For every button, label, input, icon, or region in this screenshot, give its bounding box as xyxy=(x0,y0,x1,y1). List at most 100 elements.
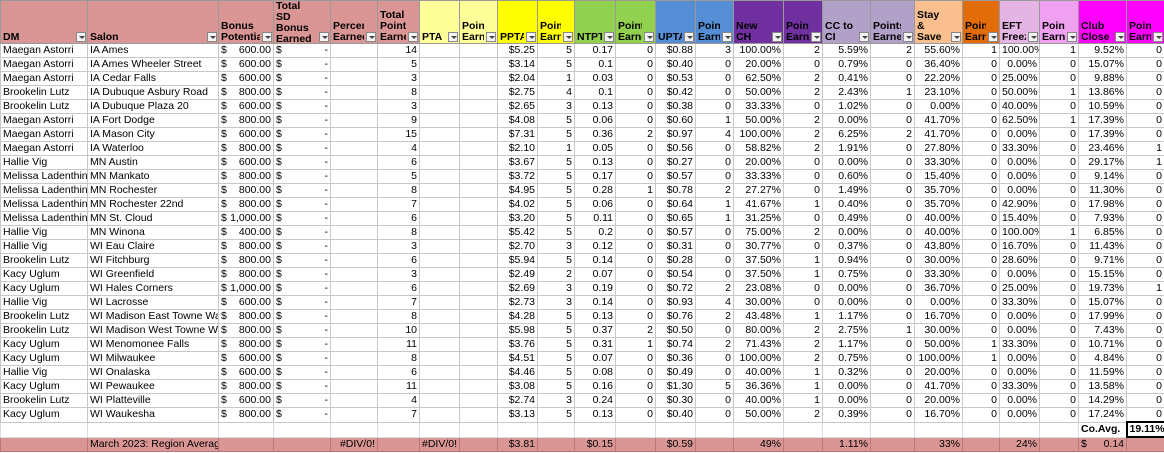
cell: $0.97 xyxy=(655,127,696,142)
cell: Maegan Astorri xyxy=(0,141,88,156)
cell: 5 xyxy=(695,379,734,394)
cell: $0.40 xyxy=(655,407,696,423)
cell: $3.76 xyxy=(497,337,538,352)
currency-cell: $800.00 xyxy=(221,199,271,211)
cell xyxy=(419,127,460,142)
column-header: EFT Freeze xyxy=(999,0,1040,44)
cell: $400.00 xyxy=(218,225,274,240)
cell: 1.11% xyxy=(822,436,871,452)
filter-button[interactable] xyxy=(76,32,86,42)
cell: Kacy Uglum xyxy=(0,351,88,366)
cell: 30.77% xyxy=(733,239,784,254)
data-row: Brookelin Lutz IA Dubuque Asbury Road $800… xyxy=(0,85,1164,100)
cell: 4.84% xyxy=(1078,351,1127,366)
filter-button[interactable] xyxy=(1115,32,1125,42)
header-text: Points Earned xyxy=(462,21,484,43)
column-header: Points Earned xyxy=(1039,0,1079,44)
data-row: Kacy Uglum WI Hales Corners $1,000.00 $ -6 $2… xyxy=(0,281,1164,296)
filter-button[interactable] xyxy=(772,32,782,42)
filter-button[interactable] xyxy=(859,32,869,42)
cell: 8 xyxy=(377,183,420,198)
cell xyxy=(330,211,378,226)
cell: 55.60% xyxy=(914,43,963,58)
filter-button[interactable] xyxy=(951,32,961,42)
currency-cell: $800.00 xyxy=(221,338,271,351)
header-text: Points Earned xyxy=(1129,21,1151,43)
cell-text: - xyxy=(324,156,329,169)
filter-button[interactable] xyxy=(988,32,998,42)
currency-cell: $800.00 xyxy=(221,87,271,99)
filter-button[interactable] xyxy=(811,32,821,42)
cell: WI Greenfield xyxy=(87,267,219,282)
filter-button[interactable] xyxy=(262,32,272,42)
cell: 0 xyxy=(1039,141,1079,156)
cell xyxy=(330,393,378,408)
cell-text: $ xyxy=(221,100,227,113)
filter-button[interactable] xyxy=(526,32,536,42)
filter-button[interactable] xyxy=(207,32,217,42)
cell: 0 xyxy=(962,197,1000,212)
cell-text: $ xyxy=(276,366,282,379)
cell-text: - xyxy=(324,86,329,99)
cell: 0 xyxy=(615,309,656,324)
header-text: PPTA xyxy=(500,32,524,43)
cell: 1 xyxy=(615,183,656,198)
cell-text: 800.00 xyxy=(238,310,271,323)
cell-text: $ xyxy=(221,394,227,407)
filter-button[interactable] xyxy=(563,32,573,42)
data-row: Melissa Ladenthin MN Mankato $800.00 $ -5 $3.… xyxy=(0,169,1164,184)
cell: $4.08 xyxy=(497,113,538,128)
cell-text: $ xyxy=(276,254,282,267)
cell: $800.00 xyxy=(218,239,274,254)
cell: 49% xyxy=(733,436,784,452)
cell: $600.00 xyxy=(218,127,274,142)
cell xyxy=(419,337,460,352)
cell xyxy=(459,436,498,452)
cell: 0 xyxy=(870,169,915,184)
cell: 58.82% xyxy=(733,141,784,156)
currency-cell: $600.00 xyxy=(221,73,271,85)
filter-button[interactable] xyxy=(1067,32,1077,42)
cell: MN Rochester 22nd xyxy=(87,197,219,212)
filter-button[interactable] xyxy=(1153,32,1163,42)
cell: 0 xyxy=(695,253,734,268)
cell: 30.00% xyxy=(914,323,963,338)
filter-button[interactable] xyxy=(903,32,913,42)
filter-button[interactable] xyxy=(366,32,376,42)
cell xyxy=(459,421,498,438)
cell-text: 800.00 xyxy=(238,142,271,155)
cell xyxy=(999,421,1040,438)
cell: 0 xyxy=(1039,211,1079,226)
cell: 9.52% xyxy=(1078,43,1127,58)
cell: 11 xyxy=(377,379,420,394)
filter-button[interactable] xyxy=(604,32,614,42)
cell-text: - xyxy=(324,380,329,393)
filter-button[interactable] xyxy=(644,32,654,42)
cell: 2 xyxy=(695,281,734,296)
cell: 0 xyxy=(1039,71,1079,86)
cell: $800.00 xyxy=(218,197,274,212)
filter-button[interactable] xyxy=(319,32,329,42)
column-header: Points Earned xyxy=(537,0,575,44)
cell: $0.53 xyxy=(655,71,696,86)
cell-text: - xyxy=(324,142,329,155)
cell-text: 600.00 xyxy=(238,156,271,169)
cell: 0 xyxy=(783,99,823,114)
cell-text: 800.00 xyxy=(238,338,271,351)
cell: 0 xyxy=(870,113,915,128)
filter-button[interactable] xyxy=(448,32,458,42)
currency-cell: $1,000.00 xyxy=(221,283,271,295)
cell: 10.59% xyxy=(1078,99,1127,114)
filter-button[interactable] xyxy=(486,32,496,42)
column-header: Points Earned xyxy=(459,0,498,44)
cell: 0 xyxy=(615,85,656,100)
cell: 0.13 xyxy=(574,155,616,170)
cell: 0.00% xyxy=(999,407,1040,423)
cell: 40.00% xyxy=(733,393,784,408)
filter-button[interactable] xyxy=(408,32,418,42)
filter-button[interactable] xyxy=(684,32,694,42)
filter-button[interactable] xyxy=(722,32,732,42)
cell: 0.1 xyxy=(574,57,616,72)
filter-button[interactable] xyxy=(1028,32,1038,42)
cell: 0.31 xyxy=(574,337,616,352)
